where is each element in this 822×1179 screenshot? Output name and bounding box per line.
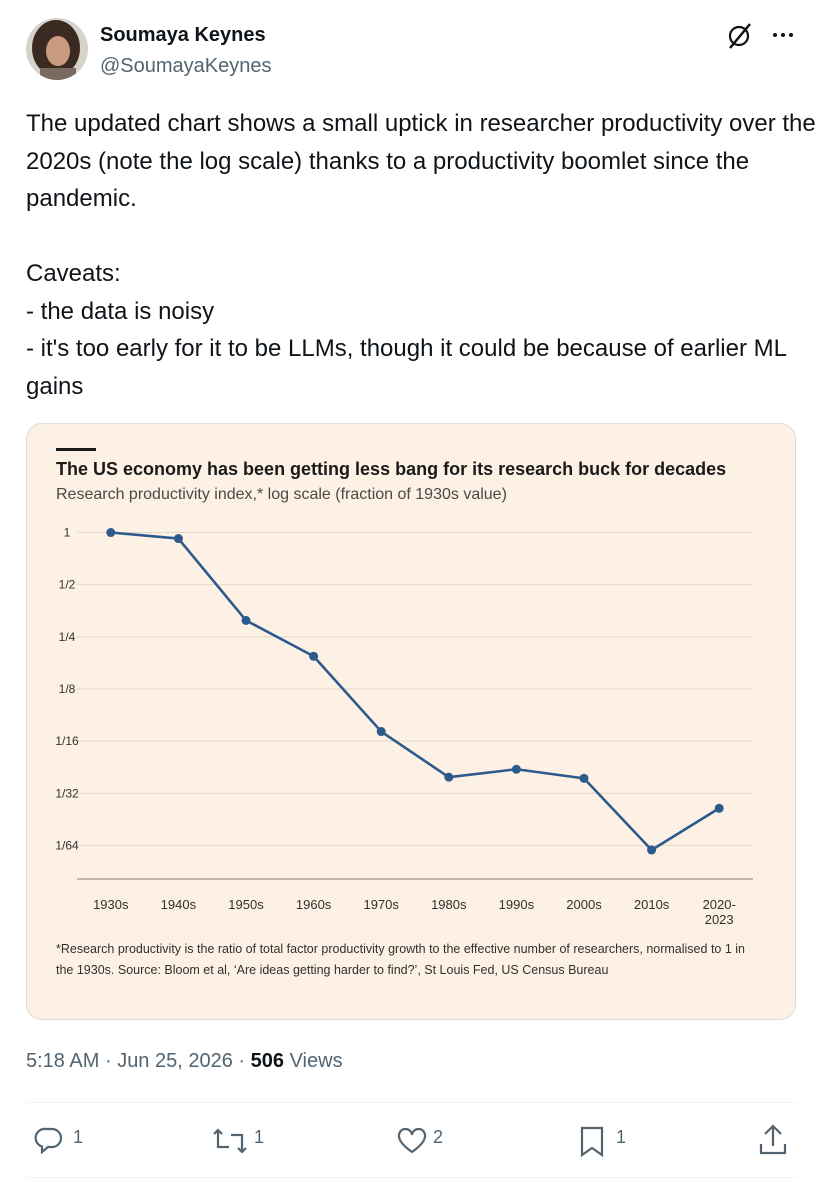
data-point <box>241 615 251 625</box>
data-point <box>106 528 116 538</box>
y-tick-label: 1 <box>64 526 71 540</box>
paragraph: Caveats: <box>26 260 121 287</box>
bookmark-icon[interactable] <box>578 1125 606 1157</box>
x-tick-label: 1930s <box>93 897 129 912</box>
data-line <box>110 531 720 852</box>
footnote: *Research productivity is the ratio of t… <box>56 942 745 977</box>
views-label: Views <box>289 1050 343 1072</box>
y-tick-label: 1/32 <box>55 786 79 800</box>
separator: · <box>238 1050 246 1072</box>
author-name[interactable]: Soumaya Keynes <box>100 24 266 46</box>
repost-count[interactable]: 1 <box>254 1127 265 1147</box>
x-tick-label: 1970s <box>363 897 399 912</box>
data-point <box>579 773 589 783</box>
x-tick-label: 1980s <box>431 897 467 912</box>
y-tick-label: 1/4 <box>59 630 76 644</box>
x-tick-label: 2010s <box>633 897 670 912</box>
data-point <box>511 764 521 774</box>
tweet-text: The updated chart shows a small uptick i… <box>26 105 816 405</box>
separator: · <box>104 1050 112 1072</box>
data-point <box>647 845 657 855</box>
chart-card[interactable]: The US economy has been getting less ban… <box>26 423 796 1020</box>
author-handle[interactable]: @SoumayaKeynes <box>100 55 272 77</box>
header-icons[interactable] <box>726 22 796 50</box>
reply-count[interactable]: 1 <box>73 1127 84 1147</box>
like-icon[interactable] <box>396 1127 428 1155</box>
y-tick-label: 1/64 <box>55 838 79 852</box>
y-tick-label: 1/8 <box>59 682 76 696</box>
chart: 1 1/2 1/4 1/8 1/16 1/32 1/64 <box>55 526 753 880</box>
paragraph: The updated chart shows a small uptick i… <box>26 110 816 212</box>
date: Jun 25, 2026 <box>117 1050 233 1072</box>
y-tick-label: 1/2 <box>59 578 76 592</box>
paragraph: - the data is noisy <box>26 297 215 325</box>
data-point <box>309 651 319 661</box>
data-point <box>376 727 386 737</box>
x-tick-label: 2020-2023 <box>702 897 736 927</box>
chart-subtitle: Research productivity index,* log scale … <box>56 486 507 503</box>
divider <box>26 1102 796 1103</box>
x-tick-label: 1960s <box>295 897 332 912</box>
x-tick-label: 1950s <box>228 897 264 912</box>
y-tick-label: 1/16 <box>55 734 79 748</box>
title-bar <box>56 448 96 451</box>
x-tick-label: 1940s <box>160 897 197 912</box>
x-tick-label: 1990s <box>498 897 535 912</box>
paragraph: - it's too early for it to be LLMs, thou… <box>26 335 787 400</box>
time: 5:18 AM <box>26 1050 100 1072</box>
data-point <box>444 772 454 782</box>
share-icon[interactable] <box>758 1124 788 1156</box>
views-count: 506 <box>250 1050 285 1072</box>
chart-title: The US economy has been getting less ban… <box>56 459 727 479</box>
data-point <box>173 534 183 544</box>
divider <box>26 1177 796 1178</box>
data-point <box>714 803 724 813</box>
repost-icon[interactable] <box>212 1126 248 1156</box>
x-tick-label: 2000s <box>566 897 602 912</box>
bookmark-count[interactable]: 1 <box>616 1127 627 1147</box>
like-count[interactable]: 2 <box>433 1127 444 1147</box>
avatar[interactable] <box>26 18 88 80</box>
tweet-meta: 5:18 AM · Jun 25, 2026 · 506 Views <box>26 1050 343 1073</box>
reply-icon[interactable] <box>34 1126 64 1156</box>
